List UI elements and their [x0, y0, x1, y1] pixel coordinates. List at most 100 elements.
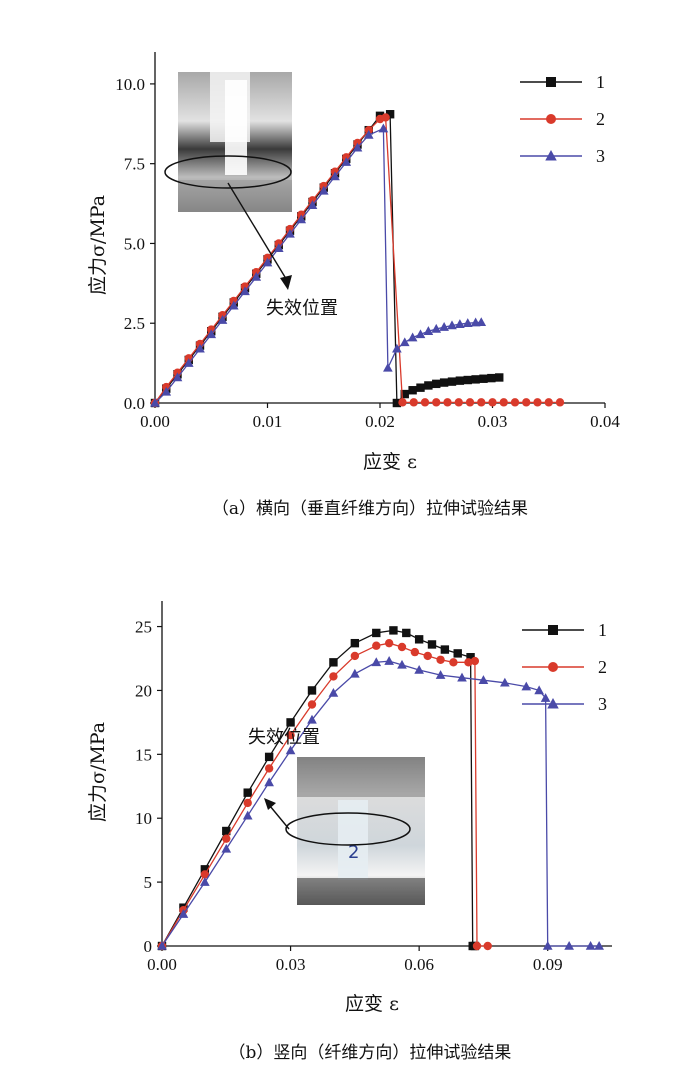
chart-b-y-tick-label: 5	[144, 873, 153, 892]
chart-b-series-2-point	[243, 798, 252, 808]
chart-a-series-3-line	[154, 127, 482, 404]
chart-b-series-2-point	[307, 700, 317, 709]
chart-b-y-tick-label: 10	[135, 809, 152, 828]
chart-b-series-2-point	[449, 658, 458, 667]
chart-b-series-1-point	[222, 826, 231, 836]
chart-b: 0.00 0.03 0.06 0.09 0 5 10 15 20 25 2 失效位置 1 2 3 应变…	[87, 601, 612, 1063]
chart-a-series-3-point	[399, 337, 410, 347]
chart-a-y-tick-label: 7.5	[124, 155, 145, 174]
chart-a-series-3-point	[262, 257, 273, 267]
chart-b-series-1-point	[286, 718, 295, 727]
chart-a-legend: 1 2 3	[520, 72, 605, 166]
chart-a-series-1-point	[487, 373, 496, 383]
chart-b-series-3-point	[285, 745, 296, 755]
chart-b-series-3-point	[500, 677, 510, 687]
chart-a-series-3-point	[183, 358, 194, 367]
chart-a-y-tick-label: 10.0	[115, 75, 145, 94]
chart-a-series-3-point	[195, 343, 205, 353]
chart-a-x-tick-label: 0.01	[253, 412, 283, 431]
chart-a-y-tick-label: 2.5	[124, 314, 145, 333]
chart-a-series-3-point	[172, 372, 183, 382]
chart-b-series-1-point	[427, 640, 437, 649]
chart-b-series-3-point	[221, 843, 232, 853]
chart-a-series-3-point	[307, 200, 318, 209]
chart-a-series-1-point	[447, 377, 457, 386]
chart-a-legend-marker-1	[546, 77, 556, 87]
chart-b-series-3-point	[585, 940, 596, 950]
failure-ellipse-b	[285, 812, 411, 846]
chart-a-series-2-point	[477, 398, 486, 407]
chart-b-series-2-point	[329, 672, 338, 681]
chart-a-y-tick-label: 0.0	[124, 394, 145, 413]
chart-a-series-3-point	[240, 286, 250, 296]
chart-a-series-3-point	[273, 243, 284, 253]
chart-b-series-2-point	[384, 638, 394, 648]
chart-a-series-2-point	[432, 398, 441, 407]
chart-a-series-3-point	[447, 320, 457, 330]
chart-b-series-2-point	[222, 834, 231, 843]
chart-a-series-3-point	[217, 314, 228, 324]
chart-b-series-3-point	[540, 693, 551, 702]
chart-b-series-1-point	[453, 649, 462, 658]
chart-b-series-1-point	[402, 628, 411, 638]
chart-b-series-2-point	[483, 941, 492, 951]
chart-a-series-3-point	[285, 228, 295, 238]
chart-b-series-1-point	[466, 653, 475, 662]
chart-a-series-2-point	[533, 398, 542, 407]
chart-a-series-2-point	[488, 398, 497, 407]
chart-a-series-2-point	[409, 398, 418, 407]
chart-a-series-1-point	[495, 373, 504, 382]
chart-b-legend-marker-2	[548, 662, 558, 672]
chart-b-series-3-point	[397, 659, 407, 669]
chart-b-series-2-point	[372, 641, 381, 650]
chart-b-x-tick-label: 0.09	[533, 955, 563, 974]
chart-a-series-3-point	[330, 171, 340, 181]
annotation-label-b: 失效位置	[248, 727, 320, 748]
chart-a-series-2-point	[522, 398, 531, 407]
chart-b-series-3-point	[478, 675, 489, 685]
chart-a-x-tick-label: 0.00	[140, 412, 170, 431]
chart-b-series-1-point	[372, 628, 381, 638]
chart-b-legend-label-3: 3	[598, 694, 607, 714]
chart-a-plot: 0.00 0.01 0.02 0.03 0.04 0.0 2.5 5.0 7.5 10.0	[115, 52, 620, 431]
chart-a-series-1-point	[400, 389, 409, 399]
chart-a-legend-marker-2	[546, 114, 556, 124]
chart-a-series-2-point	[398, 398, 407, 407]
chart-a-xlabel: 应变 ε	[363, 451, 417, 473]
chart-b-x-tick-label: 0.06	[404, 955, 434, 974]
chart-b-y-tick-label: 20	[135, 681, 152, 700]
annotation-arrowhead-a	[280, 275, 292, 290]
chart-a-series-3-point	[439, 322, 449, 331]
chart-a-series-1-point	[392, 398, 402, 408]
chart-a-series-3-point	[462, 318, 473, 328]
chart-a-series-2-point	[465, 398, 475, 407]
chart-a-series-2-point	[544, 398, 553, 407]
chart-b-series-1-point	[200, 865, 210, 874]
specimen-photo-a	[178, 72, 292, 212]
chart-a-series-2-point	[499, 398, 508, 407]
chart-a-series-1-point	[416, 383, 425, 392]
chart-b-series-1-point	[350, 638, 360, 648]
annotation-arrow-a	[227, 182, 289, 283]
chart-b-series-2-point	[200, 870, 210, 879]
chart-a-series-2-point	[454, 398, 463, 407]
chart-b-plot: 0.00 0.03 0.06 0.09 0 5 10 15 20 25	[135, 601, 612, 974]
chart-b-series-2-point	[470, 656, 480, 666]
chart-b-y-tick-label: 25	[135, 618, 152, 637]
chart-a-x-tick-label: 0.03	[478, 412, 508, 431]
chart-a-series-3-point	[378, 123, 389, 133]
annotation-arrow-b	[269, 805, 290, 830]
chart-b-series-3-point	[534, 685, 544, 695]
chart-a-series-3-point	[206, 329, 217, 339]
chart-a-series-3-point	[251, 271, 262, 281]
chart-b-series-3-point	[542, 940, 553, 950]
chart-a-series-3-point	[318, 185, 329, 195]
chart-a-legend-marker-3	[545, 150, 557, 161]
chart-b-series-1-point	[440, 645, 450, 654]
chart-b-series-3-point	[371, 657, 382, 667]
chart-b-series-3-point	[157, 940, 167, 950]
chart-b-series-3-point	[242, 810, 253, 820]
chart-b-series-2-point	[436, 655, 445, 664]
chart-a-series-3-point	[455, 319, 465, 328]
